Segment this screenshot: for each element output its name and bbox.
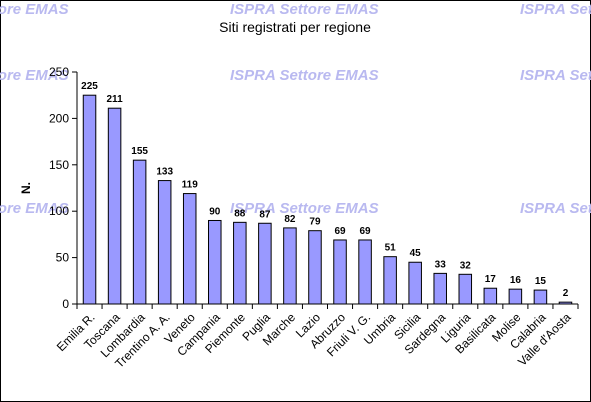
watermark-text: ISPRA Settore EMAS xyxy=(230,67,379,84)
y-axis: 0 50 100 150 200 250 xyxy=(49,65,78,311)
y-tick-label: 50 xyxy=(56,251,70,265)
chart-title: Siti registrati per regione xyxy=(219,19,371,35)
bar xyxy=(157,180,172,305)
watermark-text: ISPRA Settore EMAS xyxy=(520,67,591,84)
watermark-text: ISPRA Settore EMAS xyxy=(230,1,379,18)
data-label: 15 xyxy=(535,276,547,287)
bar xyxy=(483,287,498,305)
watermark-text: ISPRA Settore EMAS xyxy=(0,200,69,217)
watermark-text: ISPRA Settore EMAS xyxy=(0,1,69,18)
y-tick-label: 0 xyxy=(62,297,69,311)
watermark-text: ISPRA Settore EMAS xyxy=(520,200,591,217)
bar xyxy=(408,261,422,305)
bar xyxy=(458,273,473,305)
data-label: 32 xyxy=(460,260,472,271)
watermark-text: ISPRA Settore EMAS xyxy=(520,1,591,18)
bar xyxy=(433,272,447,305)
bar xyxy=(308,230,322,305)
data-label: 119 xyxy=(182,180,199,191)
data-label: 82 xyxy=(284,214,296,225)
bar xyxy=(208,219,222,305)
y-axis-label: N. xyxy=(19,182,33,194)
data-label: 51 xyxy=(385,243,397,254)
data-label: 90 xyxy=(209,206,221,217)
bar xyxy=(333,239,347,305)
watermark-text: ISPRA Settore EMAS xyxy=(230,200,379,217)
y-tick-label: 150 xyxy=(49,158,69,172)
data-label: 69 xyxy=(360,226,372,237)
data-label: 17 xyxy=(485,274,497,285)
bar xyxy=(258,222,272,305)
data-label: 225 xyxy=(81,81,98,92)
data-label: 155 xyxy=(131,146,148,157)
watermark-text: ISPRA Settore EMAS xyxy=(0,67,69,84)
data-label: 16 xyxy=(510,275,522,286)
bar xyxy=(82,94,97,305)
watermark-layer: ISPRA Settore EMAS ISPRA Settore EMAS ISPR… xyxy=(0,1,591,217)
bar xyxy=(182,193,197,305)
data-label: 33 xyxy=(435,259,447,270)
bar xyxy=(508,288,523,305)
bars-group: 225 211 155 133 119 90 88 87 82 79 69 69 51 45 33 32 17 1… xyxy=(81,81,573,305)
bar xyxy=(107,107,122,305)
data-label: 133 xyxy=(156,167,173,178)
data-label: 211 xyxy=(107,94,124,105)
bar xyxy=(132,159,147,305)
bar xyxy=(533,289,548,305)
y-tick-label: 200 xyxy=(49,111,69,125)
data-label: 69 xyxy=(334,226,346,237)
data-label: 88 xyxy=(234,208,246,219)
bar xyxy=(358,239,372,305)
data-label: 87 xyxy=(259,209,271,220)
data-label: 45 xyxy=(410,248,422,259)
y-tick-label: 100 xyxy=(49,204,69,218)
bar xyxy=(283,227,297,305)
data-label: 79 xyxy=(309,217,321,228)
data-label: 2 xyxy=(563,288,569,299)
y-tick-label: 250 xyxy=(49,65,69,79)
bar xyxy=(383,256,397,305)
bar xyxy=(233,221,247,305)
